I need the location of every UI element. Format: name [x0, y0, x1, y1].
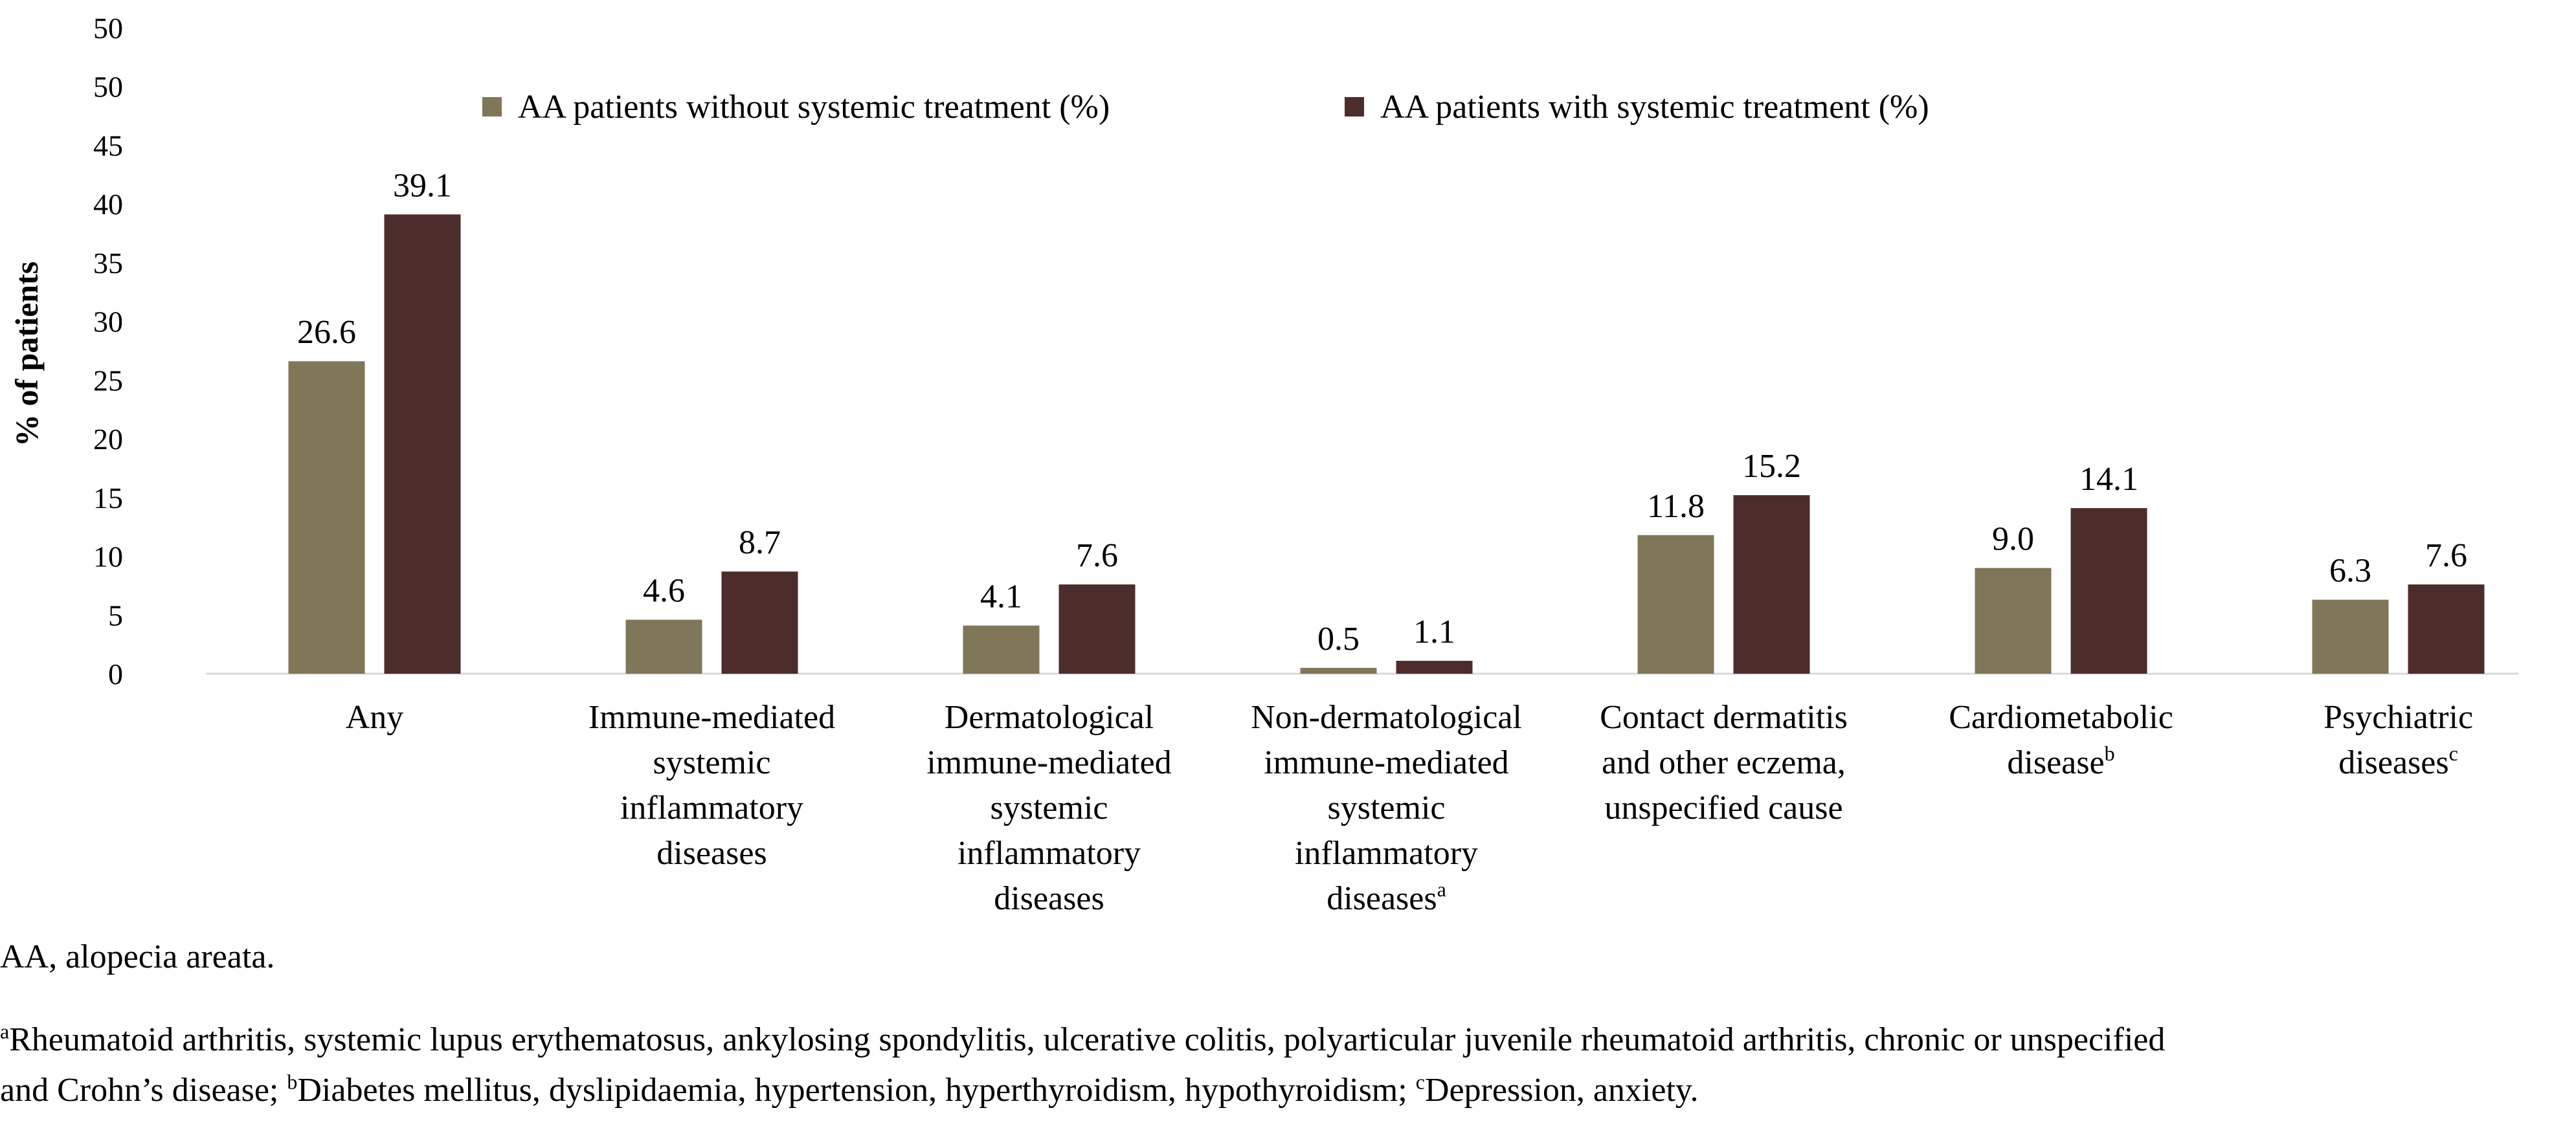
category-footnote-marker: a [1437, 878, 1446, 901]
data-label: 26.6 [297, 314, 356, 351]
category-label: immune-mediated [926, 744, 1171, 781]
y-tick-label: 50 [93, 12, 123, 45]
bar-without-systemic-treatment [1637, 535, 1714, 674]
y-axis: 0 5 10 15 20 25 30 35 40 45 50 50 [93, 12, 2518, 691]
y-tick-label: 50 [93, 71, 123, 104]
y-axis-title: % of patients [8, 261, 45, 447]
y-tick-label: 0 [108, 658, 123, 691]
bars [288, 214, 2485, 674]
data-label: 0.5 [1317, 621, 1360, 658]
footnote-line-1: aRheumatoid arthritis, systemic lupus er… [0, 1015, 2576, 1065]
data-label: 4.6 [643, 573, 685, 610]
category-label: diseasesc [2338, 742, 2458, 781]
bar-with-systemic-treatment [721, 571, 798, 674]
bar-without-systemic-treatment [2312, 599, 2389, 674]
y-tick-label: 40 [93, 188, 123, 221]
y-tick-label: 35 [93, 247, 123, 280]
bar-without-systemic-treatment [963, 625, 1040, 674]
data-label: 9.0 [1992, 521, 2034, 558]
data-label: 4.1 [980, 579, 1022, 615]
bar-with-systemic-treatment [384, 214, 461, 674]
footnote-abbreviation: AA, alopecia areata. [0, 938, 275, 975]
category-label: Any [346, 699, 404, 736]
footnote-marker-b: b [287, 1070, 298, 1094]
data-label: 7.6 [2425, 537, 2467, 574]
category-label: inflammatory [1295, 835, 1478, 872]
legend: AA patients without systemic treatment (… [482, 89, 1929, 126]
category-label: Immune-mediated [588, 699, 835, 736]
data-labels: 26.6 39.1 4.6 8.7 4.1 7.6 0.5 1.1 11.8 15.2 9.0 14.… [297, 167, 2467, 658]
y-tick-label: 20 [93, 423, 123, 456]
data-label: 7.6 [1076, 537, 1118, 574]
category-label: Non-dermatological [1251, 699, 1522, 736]
bar-without-systemic-treatment [625, 619, 702, 674]
y-tick-label: 15 [93, 482, 123, 515]
category-label: diseases [656, 835, 767, 872]
legend-label: AA patients with systemic treatment (%) [1380, 89, 1929, 126]
data-label: 14.1 [2079, 461, 2138, 498]
data-label: 6.3 [2329, 553, 2371, 590]
data-label: 39.1 [393, 167, 452, 204]
category-label: Contact dermatitis [1600, 699, 1848, 736]
category-label: diseases [994, 880, 1104, 917]
footnotes: AA, alopecia areata. aRheumatoid arthrit… [0, 932, 2576, 1116]
y-tick-label: 30 [93, 305, 123, 338]
bar-without-systemic-treatment [288, 361, 365, 674]
footnote-a-continued: and Crohn’s disease; [0, 1072, 287, 1109]
bar-without-systemic-treatment [1975, 568, 2052, 674]
category-label: diseaseb [2007, 742, 2114, 781]
category-label: diseasesa [1327, 878, 1446, 917]
data-label: 1.1 [1413, 614, 1455, 650]
category-footnote-marker: c [2449, 742, 2458, 765]
category-label: systemic [653, 744, 771, 781]
category-labels: Any Immune-mediated systemic inflammatory di… [346, 699, 2473, 917]
category-label: systemic [991, 790, 1108, 826]
bar-with-systemic-treatment [1396, 661, 1473, 674]
category-footnote-marker: b [2105, 742, 2115, 765]
footnote-marker-a: a [0, 1019, 10, 1043]
bar-with-systemic-treatment [1733, 495, 1810, 674]
y-tick-label: 25 [93, 364, 123, 397]
bar-with-systemic-treatment [2070, 508, 2147, 674]
footnote-marker-c: c [1415, 1070, 1425, 1094]
category-label: inflammatory [958, 835, 1141, 872]
category-label: immune-mediated [1264, 744, 1508, 781]
footnote-line-2: and Crohn’s disease; bDiabetes mellitus,… [0, 1065, 2576, 1116]
legend-swatch [482, 97, 502, 116]
bar-with-systemic-treatment [2408, 584, 2485, 674]
y-tick-label: 45 [93, 129, 123, 162]
category-label: inflammatory [620, 790, 803, 826]
category-label: unspecified cause [1604, 790, 1842, 826]
bar-chart: 0 5 10 15 20 25 30 35 40 45 50 50 26.6 39.1 4.6 8.7 4.1… [8, 12, 2518, 917]
data-label: 11.8 [1647, 488, 1705, 525]
footnote-c-text: Depression, anxiety. [1424, 1072, 1699, 1109]
y-tick-label: 10 [93, 540, 123, 573]
category-label: Cardiometabolic [1949, 699, 2173, 736]
category-label: Dermatological [945, 699, 1154, 736]
footnote-b-text: Diabetes mellitus, dyslipidaemia, hypert… [297, 1072, 1416, 1109]
data-label: 8.7 [739, 524, 781, 561]
bar-with-systemic-treatment [1058, 584, 1136, 674]
legend-swatch [1345, 97, 1364, 116]
category-label: Psychiatric [2324, 699, 2473, 736]
category-label: and other eczema, [1602, 744, 1846, 781]
bar-without-systemic-treatment [1300, 667, 1377, 674]
footnote-a-text: Rheumatoid arthritis, systemic lupus ery… [9, 1021, 2166, 1058]
data-label: 15.2 [1742, 448, 1801, 485]
category-label: systemic [1328, 790, 1446, 826]
legend-label: AA patients without systemic treatment (… [518, 89, 1110, 126]
y-tick-label: 5 [108, 599, 123, 632]
